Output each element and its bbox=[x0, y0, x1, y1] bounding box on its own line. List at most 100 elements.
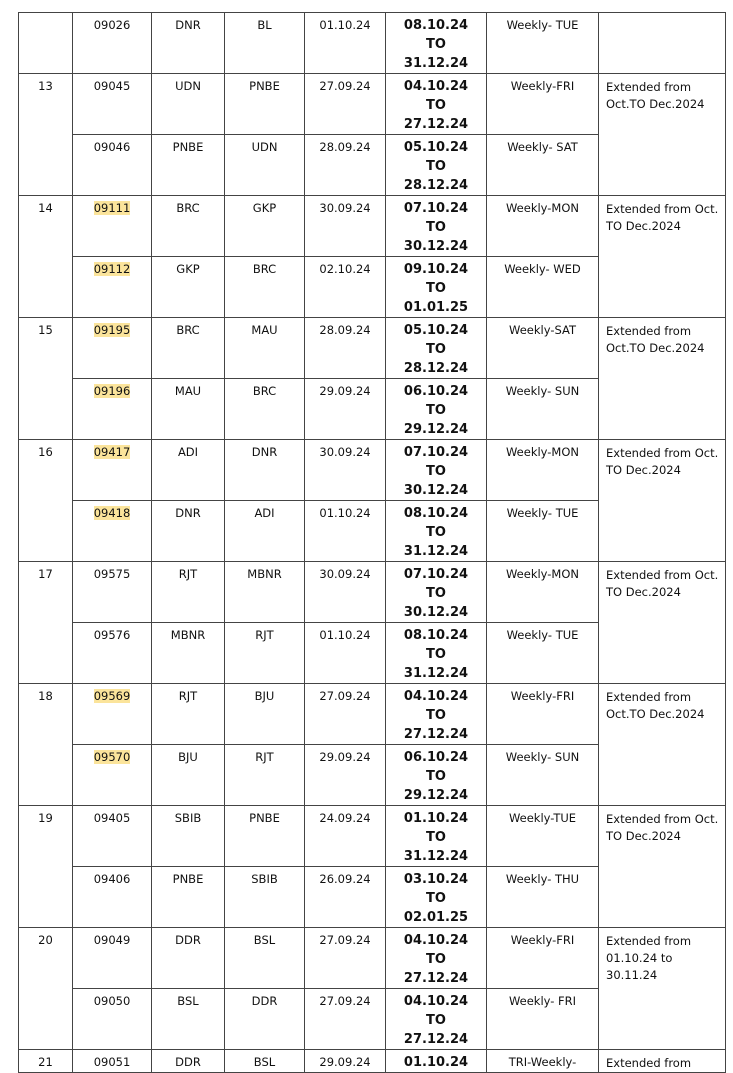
period-end: 27.12.24 bbox=[403, 971, 469, 986]
remark: Extended from Oct. TO Dec.2024 bbox=[598, 195, 726, 318]
period-end: 29.12.24 bbox=[403, 422, 469, 437]
period-sep: TO bbox=[426, 891, 446, 906]
period-end: 27.12.24 bbox=[403, 117, 469, 132]
extension-period: 07.10.24 TO 30.12.24 bbox=[385, 439, 487, 501]
to-station: UDN bbox=[224, 134, 305, 196]
frequency: Weekly- TUE bbox=[486, 622, 599, 684]
frequency: Weekly-MON bbox=[486, 195, 599, 257]
to-station: MAU bbox=[224, 317, 305, 379]
period-start: 04.10.24 bbox=[403, 994, 469, 1009]
from-station: BRC bbox=[151, 195, 225, 257]
to-station: BSL bbox=[224, 1049, 305, 1073]
train-number: 09405 bbox=[72, 805, 152, 867]
period-start: 07.10.24 bbox=[403, 201, 469, 216]
train-number-text: 09045 bbox=[93, 79, 131, 93]
train-number: 09575 bbox=[72, 561, 152, 623]
period-start: 08.10.24 bbox=[403, 628, 469, 643]
from-station: BJU bbox=[151, 744, 225, 806]
frequency: Weekly- FRI bbox=[486, 988, 599, 1050]
period-start: 01.10.24 bbox=[403, 1055, 469, 1070]
extension-period: 06.10.24 TO 29.12.24 bbox=[385, 378, 487, 440]
frequency: Weekly- TUE bbox=[486, 500, 599, 562]
period-end: 30.12.24 bbox=[403, 239, 469, 254]
period-sep: TO bbox=[426, 586, 446, 601]
notified-date: 24.09.24 bbox=[304, 805, 386, 867]
period-sep: TO bbox=[426, 647, 446, 662]
period-start: 04.10.24 bbox=[403, 933, 469, 948]
period-sep: TO bbox=[426, 159, 446, 174]
frequency: Weekly- TUE bbox=[486, 12, 599, 74]
period-end: 02.01.25 bbox=[403, 910, 469, 925]
period-end: 01.01.25 bbox=[403, 300, 469, 315]
serial-number: 15 bbox=[18, 317, 73, 440]
train-schedule-table: 09026 DNR BL 01.10.24 08.10.24 TO 31.12.24 Week… bbox=[18, 12, 726, 1073]
to-station: GKP bbox=[224, 195, 305, 257]
extension-period: 08.10.24 TO 31.12.24 bbox=[385, 12, 487, 74]
period-end: 30.12.24 bbox=[403, 605, 469, 620]
train-number-text: 09575 bbox=[93, 567, 131, 581]
table-row: 19 09405 SBIB PNBE 24.09.24 01.10.24 TO 31.12.2… bbox=[18, 805, 726, 928]
remark: Extended from Oct. TO Dec.2024 bbox=[598, 805, 726, 928]
train-number: 09569 bbox=[72, 683, 152, 745]
serial-number: 16 bbox=[18, 439, 73, 562]
remark: Extended from Oct. TO Dec.2024 bbox=[598, 439, 726, 562]
period-end: 27.12.24 bbox=[403, 727, 469, 742]
to-station: DDR bbox=[224, 988, 305, 1050]
extension-period: 05.10.24 TO 28.12.24 bbox=[385, 317, 487, 379]
period-sep: TO bbox=[426, 98, 446, 113]
table-row: 09576 MBNR RJT 01.10.24 08.10.24 TO 31.12.24 We… bbox=[19, 622, 726, 684]
period-start: 05.10.24 bbox=[403, 323, 469, 338]
from-station: BRC bbox=[151, 317, 225, 379]
notified-date: 26.09.24 bbox=[304, 866, 386, 928]
frequency: Weekly-FRI bbox=[486, 683, 599, 745]
train-number: 09195 bbox=[72, 317, 152, 379]
period-start: 01.10.24 bbox=[403, 811, 469, 826]
remark bbox=[598, 12, 726, 74]
to-station: BL bbox=[224, 12, 305, 74]
from-station: GKP bbox=[151, 256, 225, 318]
table-row: 09046 PNBE UDN 28.09.24 05.10.24 TO 28.12.24 We… bbox=[19, 134, 726, 196]
table-row: 18 09569 RJT BJU 27.09.24 04.10.24 TO 27.12.24 W… bbox=[18, 683, 726, 806]
frequency: Weekly-MON bbox=[486, 561, 599, 623]
frequency: Weekly- SUN bbox=[486, 744, 599, 806]
train-number: 09111 bbox=[72, 195, 152, 257]
table-row: 13 09045 UDN PNBE 27.09.24 04.10.24 TO 27.12.24… bbox=[18, 73, 726, 196]
extension-period: 06.10.24 TO 29.12.24 bbox=[385, 744, 487, 806]
to-station: BJU bbox=[224, 683, 305, 745]
table-row: 21 09051 DDR BSL 29.09.24 01.10.24 TRI-Weekly-… bbox=[18, 1049, 726, 1073]
extension-period: 07.10.24 TO 30.12.24 bbox=[385, 195, 487, 257]
period-start: 03.10.24 bbox=[403, 872, 469, 887]
frequency: Weekly- WED bbox=[486, 256, 599, 318]
to-station: PNBE bbox=[224, 73, 305, 135]
period-start: 04.10.24 bbox=[403, 689, 469, 704]
period-sep: TO bbox=[426, 830, 446, 845]
notified-date: 01.10.24 bbox=[304, 500, 386, 562]
table-body: 09026 DNR BL 01.10.24 08.10.24 TO 31.12.24 Week… bbox=[18, 12, 726, 1073]
serial-number: 17 bbox=[18, 561, 73, 684]
to-station: MBNR bbox=[224, 561, 305, 623]
extension-period: 07.10.24 TO 30.12.24 bbox=[385, 561, 487, 623]
remark: Extended from Oct. TO Dec.2024 bbox=[598, 561, 726, 684]
frequency: Weekly-FRI bbox=[486, 927, 599, 989]
to-station: RJT bbox=[224, 744, 305, 806]
table-row: 16 09417 ADI DNR 30.09.24 07.10.24 TO 30.12.24 W… bbox=[18, 439, 726, 562]
from-station: PNBE bbox=[151, 866, 225, 928]
notified-date: 27.09.24 bbox=[304, 73, 386, 135]
notified-date: 28.09.24 bbox=[304, 134, 386, 196]
notified-date: 02.10.24 bbox=[304, 256, 386, 318]
period-sep: TO bbox=[426, 525, 446, 540]
train-number: 09418 bbox=[72, 500, 152, 562]
frequency: Weekly- SAT bbox=[486, 134, 599, 196]
period-sep: TO bbox=[426, 769, 446, 784]
train-number: 09049 bbox=[72, 927, 152, 989]
train-number: 09051 bbox=[72, 1049, 152, 1073]
notified-date: 29.09.24 bbox=[304, 744, 386, 806]
from-station: ADI bbox=[151, 439, 225, 501]
train-number-text: 09576 bbox=[93, 628, 131, 642]
table-row: 15 09195 BRC MAU 28.09.24 05.10.24 TO 28.12.24 W… bbox=[18, 317, 726, 440]
train-number: 09026 bbox=[72, 12, 152, 74]
period-start: 06.10.24 bbox=[403, 750, 469, 765]
period-end: 28.12.24 bbox=[403, 178, 469, 193]
extension-period: 05.10.24 TO 28.12.24 bbox=[385, 134, 487, 196]
extension-period: 04.10.24 TO 27.12.24 bbox=[385, 927, 487, 989]
